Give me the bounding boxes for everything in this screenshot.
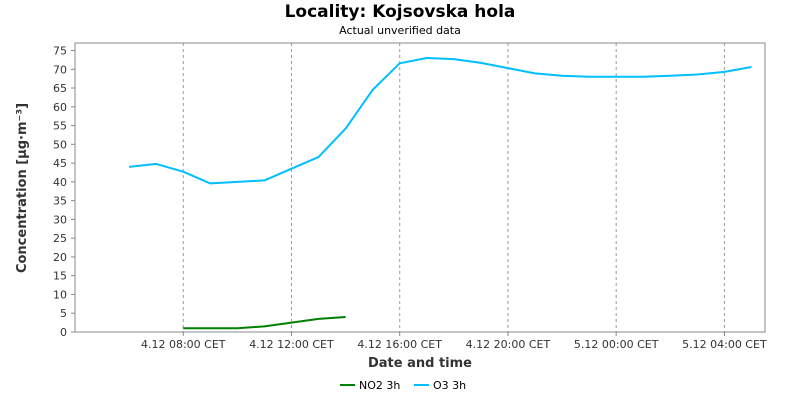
x-axis: 4.12 08:00 CET 4.12 12:00 CET 4.12 16:00 C…	[141, 332, 767, 351]
x-tick-label: 4.12 08:00 CET	[141, 338, 226, 351]
series-line-o3-3h	[128, 57, 752, 185]
x-tick-label: 4.12 20:00 CET	[466, 338, 551, 351]
x-tick-label: 5.12 00:00 CET	[574, 338, 659, 351]
y-tick-label: 50	[53, 138, 67, 151]
y-axis: 0 5 10 15 20 25 30 35 40 45 50 55 60 65 70 75	[53, 45, 75, 339]
y-tick-label: 15	[53, 270, 67, 283]
y-tick-label: 20	[53, 251, 67, 264]
y-tick-label: 35	[53, 195, 67, 208]
series-lines	[128, 57, 752, 330]
y-tick-label: 10	[53, 288, 67, 301]
y-tick-label: 55	[53, 120, 67, 133]
y-tick-label: 5	[60, 307, 67, 320]
legend-item: O3 3h	[433, 379, 466, 392]
x-axis-label: Date and time	[368, 356, 472, 371]
y-tick-label: 40	[53, 176, 67, 189]
y-tick-label: 60	[53, 101, 67, 114]
plot-area	[74, 42, 766, 333]
y-axis-label: Concentration [µg·m⁻³]	[15, 103, 30, 273]
y-tick-label: 0	[60, 326, 67, 339]
x-tick-label: 4.12 12:00 CET	[249, 338, 334, 351]
x-tick-label: 5.12 04:00 CET	[682, 338, 767, 351]
y-tick-label: 70	[53, 63, 67, 76]
y-tick-label: 30	[53, 213, 67, 226]
chart-subtitle: Actual unverified data	[339, 24, 461, 37]
y-tick-label: 45	[53, 157, 67, 170]
x-tick-label: 4.12 16:00 CET	[357, 338, 442, 351]
chart-title: Locality: Kojsovska hola	[284, 2, 516, 22]
grid	[182, 43, 725, 332]
y-tick-label: 65	[53, 82, 67, 95]
y-tick-label: 75	[53, 45, 67, 58]
series-line-no2-3h	[183, 316, 346, 330]
legend-item: NO2 3h	[359, 379, 400, 392]
y-tick-label: 25	[53, 232, 67, 245]
legend: NO2 3h O3 3h	[340, 379, 466, 392]
